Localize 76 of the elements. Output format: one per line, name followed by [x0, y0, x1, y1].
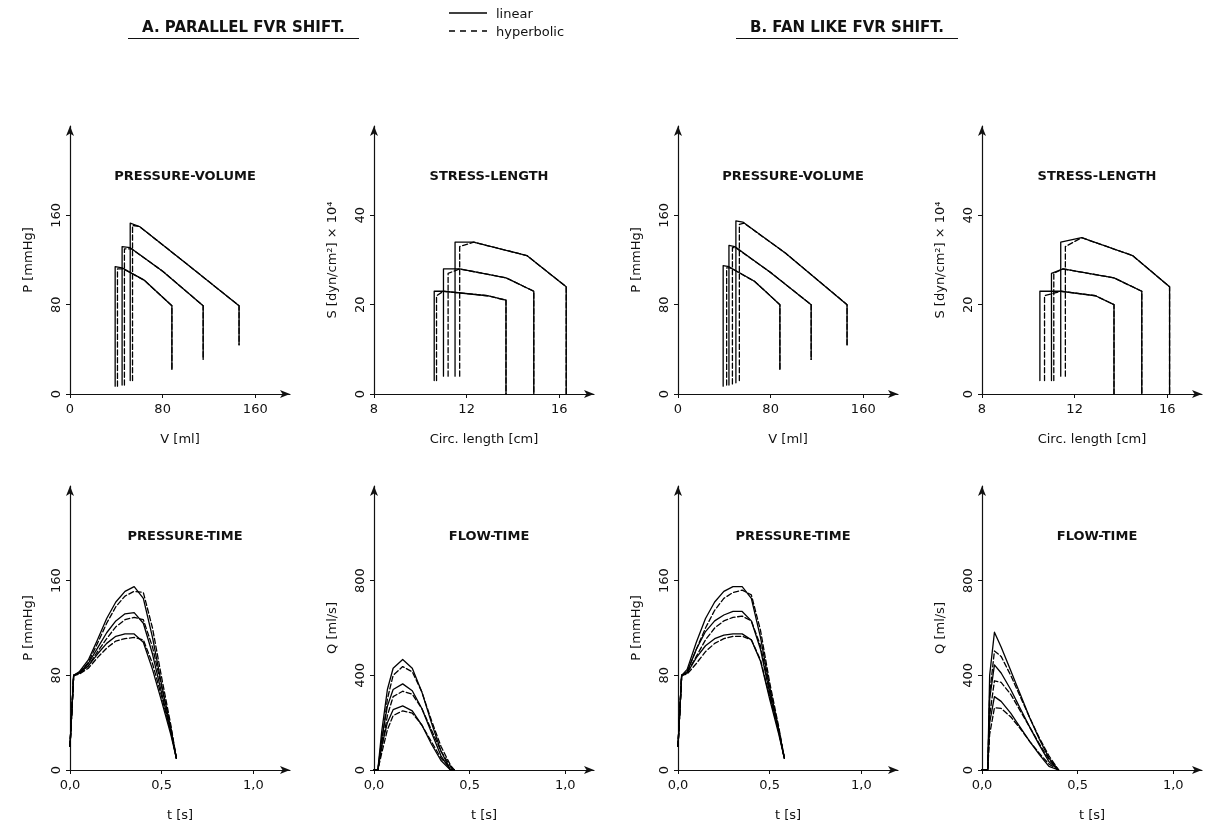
x-tick-label: 8	[977, 401, 987, 416]
text: STRESS-LENGTH	[1037, 168, 1157, 183]
y-tick-label: 40	[960, 207, 975, 224]
x-tick-label: 160	[850, 401, 876, 416]
y-axis-title: P [mmHg]	[628, 227, 643, 293]
x-tick-label: 1,0	[850, 777, 872, 792]
y-axis-title: P [mmHg]	[20, 595, 35, 661]
text: PRESSURE-TIME	[735, 528, 851, 543]
y-tick-label: 0	[656, 389, 671, 399]
x-tick-label: 1,0	[242, 777, 264, 792]
y-tick-label: 160	[48, 568, 63, 594]
y-tick-label: 400	[352, 662, 367, 688]
text: FLOW-TIME	[1056, 528, 1138, 543]
x-tick-label: 0,5	[1067, 777, 1088, 792]
x-axis-title: V [ml]	[160, 431, 200, 446]
x-axis-title: t [s]	[166, 807, 194, 822]
y-tick-label: 80	[48, 667, 63, 684]
y-tick-label: 80	[48, 296, 63, 313]
x-tick-label: 0	[673, 401, 683, 416]
x-tick-label: 0,0	[667, 777, 689, 792]
x-tick-label: 1,0	[1162, 777, 1184, 792]
y-tick-label: 160	[48, 202, 63, 228]
x-tick-label: 0	[65, 401, 75, 416]
y-tick-label: 0	[352, 765, 367, 775]
x-tick-label: 0,0	[363, 777, 385, 792]
y-tick-label: 0	[960, 389, 975, 399]
x-tick-label: 0,5	[459, 777, 480, 792]
legend-label: hyperbolic	[496, 23, 565, 39]
x-axis-title: t [s]	[774, 807, 802, 822]
x-tick-label: 80	[154, 401, 171, 416]
y-axis-title: S [dyn/cm²] × 10⁴	[932, 201, 947, 319]
y-axis-title: Q [ml/s]	[932, 602, 947, 654]
y-tick-label: 0	[48, 765, 63, 775]
x-tick-label: 80	[762, 401, 779, 416]
x-axis-title: t [s]	[1078, 807, 1106, 822]
y-tick-label: 0	[352, 389, 367, 399]
x-tick-label: 0,5	[151, 777, 173, 792]
y-tick-label: 160	[656, 202, 671, 228]
text: B. FAN LIKE FVR SHIFT.	[736, 18, 958, 39]
text: PRESSURE-VOLUME	[722, 168, 864, 183]
y-tick-label: 20	[960, 296, 975, 313]
y-tick-label: 0	[656, 765, 671, 775]
text: A. PARALLEL FVR SHIFT.	[128, 18, 359, 39]
x-axis-title: t [s]	[470, 807, 498, 822]
x-axis-title: V [ml]	[768, 431, 808, 446]
y-axis-title: P [mmHg]	[628, 595, 643, 661]
x-tick-label: 160	[242, 401, 268, 416]
x-tick-label: 16	[1158, 401, 1176, 416]
text: PRESSURE-TIME	[127, 528, 243, 543]
text: FLOW-TIME	[448, 528, 530, 543]
y-tick-label: 800	[352, 568, 367, 594]
text: STRESS-LENGTH	[429, 168, 549, 183]
y-tick-label: 40	[352, 207, 367, 224]
x-tick-label: 1,0	[554, 777, 576, 792]
y-axis-title: P [mmHg]	[20, 227, 35, 293]
y-tick-label: 160	[656, 568, 671, 594]
text: PRESSURE-VOLUME	[114, 168, 256, 183]
y-tick-label: 20	[352, 296, 367, 313]
x-tick-label: 8	[369, 401, 379, 416]
x-tick-label: 12	[1066, 401, 1083, 416]
x-tick-label: 16	[550, 401, 568, 416]
y-tick-label: 80	[656, 667, 671, 684]
y-axis-title: Q [ml/s]	[324, 602, 339, 654]
y-tick-label: 80	[656, 296, 671, 313]
y-tick-label: 400	[960, 662, 975, 688]
x-tick-label: 0,5	[759, 777, 781, 792]
y-tick-label: 0	[48, 389, 63, 399]
x-axis-title: Circ. length [cm]	[1037, 431, 1147, 446]
y-tick-label: 800	[960, 568, 975, 594]
x-axis-title: Circ. length [cm]	[429, 431, 539, 446]
x-tick-label: 0,0	[59, 777, 81, 792]
y-axis-title: S [dyn/cm²] × 10⁴	[324, 201, 339, 319]
legend-label: linear	[496, 5, 533, 21]
x-tick-label: 0,0	[971, 777, 993, 792]
y-tick-label: 0	[960, 765, 975, 775]
x-tick-label: 12	[458, 401, 475, 416]
